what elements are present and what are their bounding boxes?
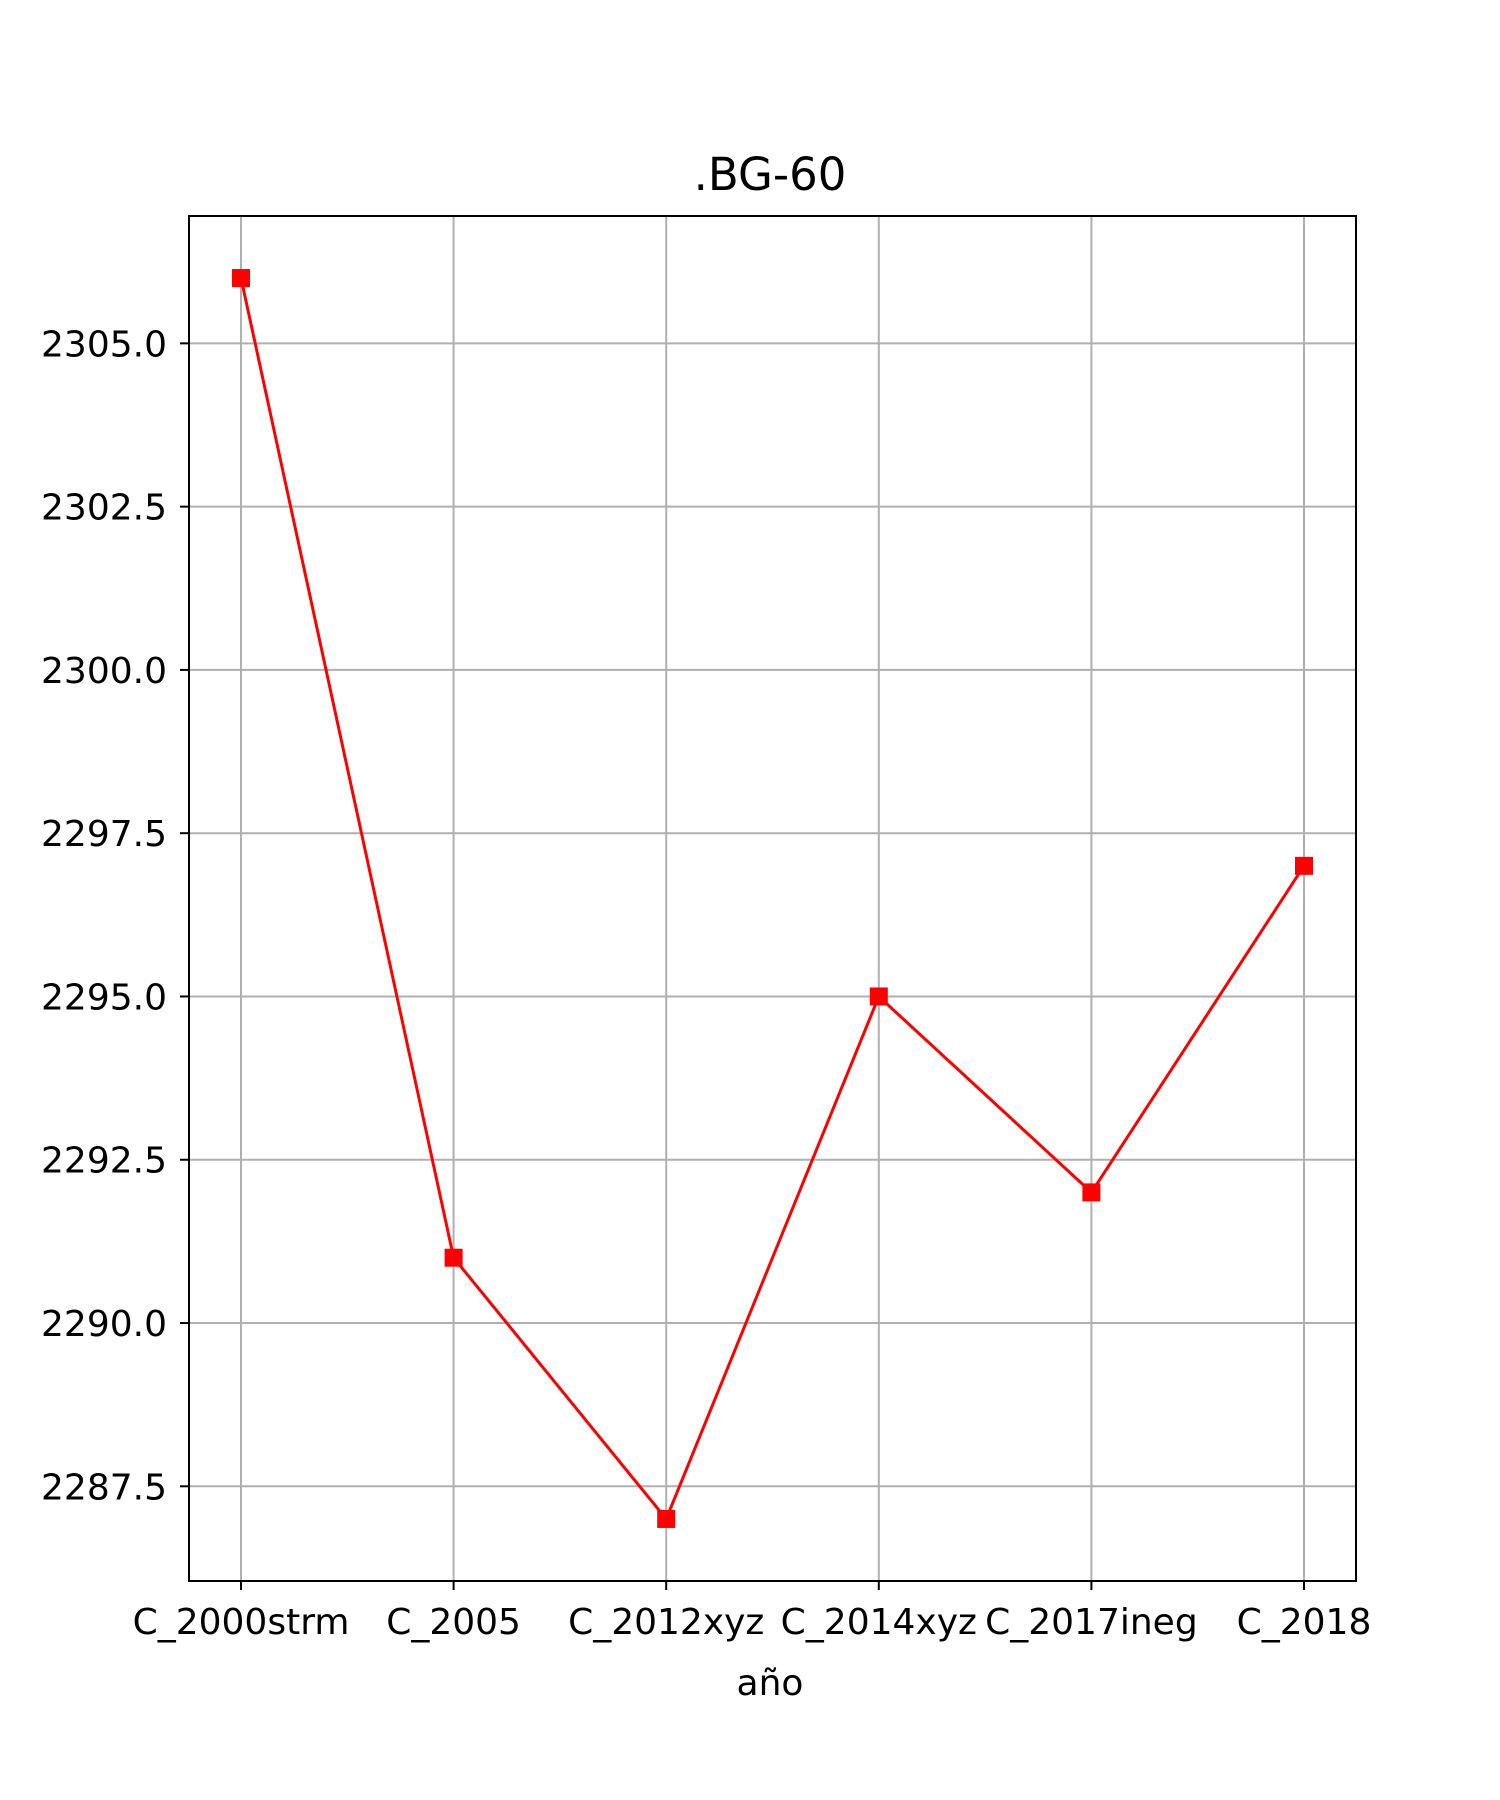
- x-tick-label: C_2005: [386, 1602, 521, 1643]
- data-point-marker: [657, 1509, 676, 1528]
- data-point-marker: [1295, 856, 1313, 875]
- y-tick-label: 2297.5: [41, 814, 167, 855]
- x-tick-label: C_2000strm: [133, 1602, 350, 1643]
- y-tick-label: 2305.0: [41, 324, 167, 365]
- data-series: [232, 269, 1313, 1528]
- data-point-marker: [1082, 1183, 1101, 1202]
- x-axis-ticks: C_2000strm C_2005 C_2012xyz C_2014xyz C_2017…: [133, 1581, 1372, 1643]
- y-tick-label: 2300.0: [41, 651, 167, 692]
- x-tick-label: C_2012xyz: [568, 1602, 764, 1643]
- y-tick-label: 2290.0: [41, 1304, 167, 1345]
- x-tick-label: C_2018: [1237, 1602, 1372, 1643]
- plot-frame: [188, 215, 1357, 1582]
- data-point-marker: [444, 1248, 463, 1267]
- y-axis-ticks: 2287.5 2290.0 2292.5 2295.0 2297.5 2300.0 2302…: [41, 324, 189, 1508]
- x-tick-label: C_2017ineg: [985, 1602, 1198, 1643]
- grid-lines: [189, 216, 1356, 1581]
- data-point-marker: [869, 987, 888, 1006]
- y-tick-label: 2292.5: [41, 1141, 167, 1182]
- data-point-marker: [232, 269, 250, 288]
- y-tick-label: 2302.5: [41, 488, 167, 529]
- chart-title: .BG-60: [694, 148, 847, 201]
- x-axis-title: año: [737, 1663, 804, 1704]
- series-line: [239, 277, 1306, 1522]
- y-tick-label: 2295.0: [41, 977, 167, 1018]
- x-tick-label: C_2014xyz: [781, 1602, 977, 1643]
- y-tick-label: 2287.5: [41, 1467, 167, 1508]
